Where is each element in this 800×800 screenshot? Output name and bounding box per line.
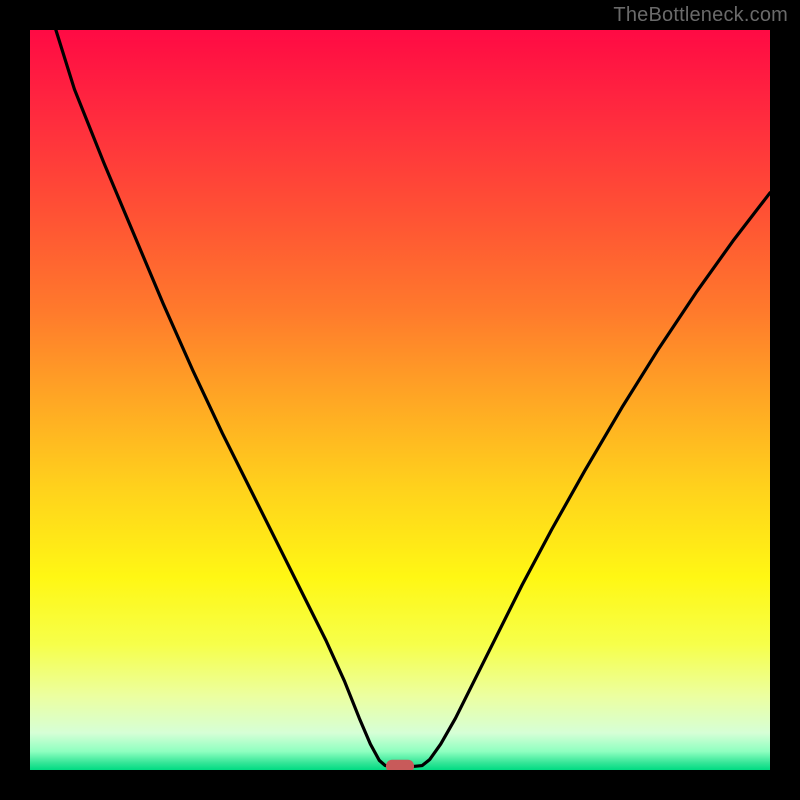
plot-gradient-background: [30, 30, 770, 770]
bottleneck-chart: [0, 0, 800, 800]
watermark-text: TheBottleneck.com: [613, 4, 788, 27]
